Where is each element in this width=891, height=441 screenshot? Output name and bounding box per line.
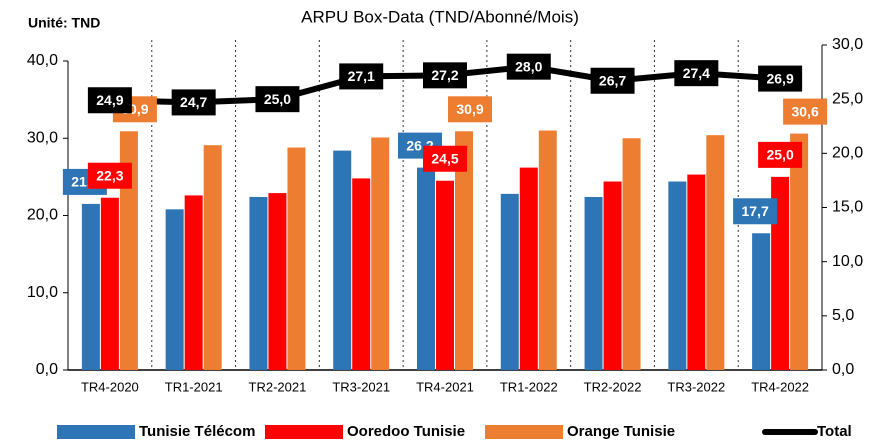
data-label-box	[423, 62, 467, 89]
data-label-box	[87, 162, 132, 189]
y-tick-label: 0,0	[36, 361, 58, 378]
x-tick-label: TR2-2021	[249, 379, 307, 394]
data-label: 24,9	[96, 92, 123, 108]
x-tick-label: TR4-2021	[416, 379, 474, 394]
data-label-box	[339, 63, 384, 90]
data-label-box	[733, 198, 778, 225]
data-label: 17,7	[741, 203, 768, 219]
data-label: 24,7	[180, 94, 207, 110]
bar	[790, 133, 809, 370]
data-label: 27,2	[431, 67, 458, 83]
legend-swatch	[265, 425, 343, 439]
bar	[603, 181, 622, 370]
bar	[687, 174, 706, 370]
bar	[706, 135, 725, 370]
legend-label: Total	[817, 423, 852, 440]
bar	[333, 150, 352, 370]
data-label: 26,9	[766, 70, 793, 86]
bar	[203, 145, 222, 370]
x-tick-label: TR3-2022	[667, 379, 725, 394]
legend-label: Ooredoo Tunisie	[347, 423, 465, 440]
data-label-box	[590, 67, 635, 94]
y-tick-label: 20,0	[27, 207, 58, 224]
data-label: 30,9	[456, 101, 483, 117]
data-label-box	[171, 89, 216, 116]
x-tick-label: TR2-2022	[584, 379, 642, 394]
bar	[100, 197, 119, 370]
data-label: 28,0	[515, 58, 542, 74]
y-tick-label: 40,0	[27, 52, 58, 69]
bar	[352, 178, 371, 370]
data-label-box	[423, 145, 467, 172]
data-label: 24,5	[431, 150, 458, 166]
data-label: 22,3	[96, 167, 123, 183]
y2-tick-label: 0,0	[832, 361, 854, 378]
bar	[249, 196, 268, 370]
bar	[184, 195, 203, 370]
bar	[268, 193, 287, 370]
bar	[622, 138, 641, 370]
data-label: 25,0	[766, 147, 793, 163]
data-label-box	[674, 60, 719, 87]
y2-tick-label: 5,0	[832, 307, 854, 324]
x-tick-label: TR3-2021	[332, 379, 390, 394]
unit-note: Unité: TND	[28, 15, 100, 31]
bar	[417, 167, 435, 370]
x-tick-label: TR1-2022	[500, 379, 558, 394]
bar	[500, 193, 519, 370]
y2-tick-label: 30,0	[832, 36, 863, 53]
data-label-box	[783, 98, 828, 125]
data-label-box	[758, 65, 803, 92]
data-label-box	[506, 53, 551, 80]
data-label: 26,7	[599, 72, 626, 88]
bar	[519, 167, 538, 370]
x-tick-label: TR4-2022	[751, 379, 809, 394]
bar	[584, 196, 603, 370]
data-label-box	[448, 96, 492, 123]
data-label: 30,6	[791, 103, 818, 119]
x-tick-label: TR1-2021	[165, 379, 223, 394]
chart-title: ARPU Box-Data (TND/Abonné/Mois)	[301, 7, 579, 26]
bar	[436, 180, 454, 370]
data-label: 27,1	[348, 68, 375, 84]
legend-swatch	[57, 425, 135, 439]
bar	[287, 147, 306, 370]
data-label: 25,0	[264, 91, 291, 107]
bar	[771, 176, 790, 370]
bar	[81, 203, 100, 370]
data-label: 27,4	[683, 65, 710, 81]
y2-tick-label: 20,0	[832, 145, 863, 162]
data-label-box	[758, 141, 803, 168]
legend-label: Tunisie Télécom	[139, 423, 255, 440]
bar	[752, 233, 771, 370]
bar	[668, 181, 687, 370]
bar	[165, 209, 184, 370]
bar	[455, 131, 473, 370]
y-tick-label: 30,0	[27, 129, 58, 146]
bar	[371, 137, 390, 370]
data-label-box	[87, 87, 132, 114]
legend-swatch	[485, 425, 563, 439]
legend-label: Orange Tunisie	[567, 423, 675, 440]
y2-tick-label: 25,0	[832, 90, 863, 107]
data-label-box	[255, 86, 300, 113]
bar	[119, 131, 138, 370]
x-tick-label: TR4-2020	[81, 379, 139, 394]
bar	[538, 130, 557, 370]
y-tick-label: 10,0	[27, 284, 58, 301]
y2-tick-label: 10,0	[832, 253, 863, 270]
y2-tick-label: 15,0	[832, 199, 863, 216]
